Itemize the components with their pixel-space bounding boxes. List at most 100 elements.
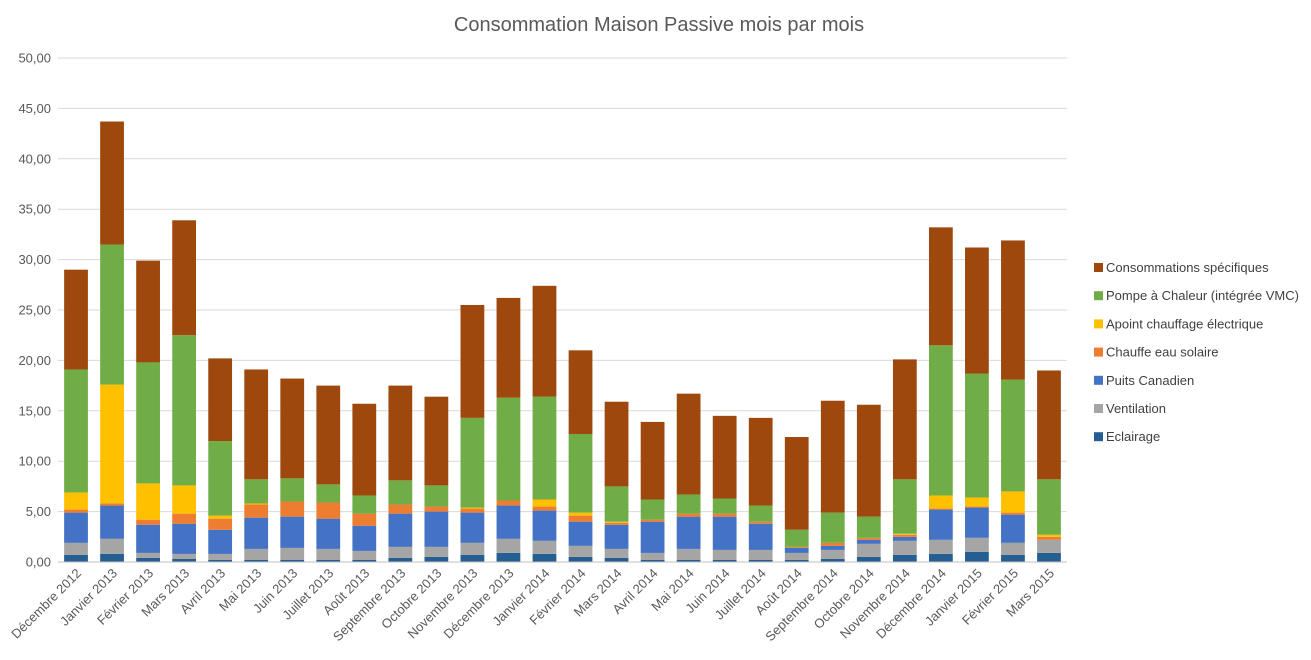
bar-segment — [424, 556, 449, 562]
bar-segment — [64, 492, 88, 510]
bar-segment — [244, 369, 269, 480]
bar-segment — [568, 512, 593, 516]
bar-stack — [712, 415, 737, 562]
bar-segment — [784, 529, 809, 547]
bar-segment — [1037, 539, 1061, 553]
bar-segment — [965, 506, 989, 508]
legend-swatch — [1094, 263, 1103, 272]
bar-segment — [460, 417, 485, 508]
bar-segment — [424, 396, 449, 486]
bar-segment — [640, 552, 665, 560]
bar-segment — [568, 433, 593, 513]
bar-segment — [1001, 240, 1025, 380]
legend-item: Chauffe eau solaire — [1094, 345, 1219, 360]
y-tick-label: 50,00 — [18, 51, 51, 66]
bar-segment — [604, 557, 629, 562]
bar-segment — [388, 504, 413, 514]
bar-segment — [784, 552, 809, 560]
bar-segment — [388, 480, 413, 505]
bar-segment — [712, 513, 737, 517]
bar-segment — [1001, 514, 1025, 543]
legend-label: Pompe à Chaleur (intégrée VMC) — [1106, 288, 1299, 303]
bar-segment — [244, 559, 269, 562]
bar-segment — [604, 524, 629, 549]
legend-label: Eclairage — [1106, 429, 1160, 444]
bar-segment — [892, 479, 917, 534]
y-tick-label: 35,00 — [18, 202, 51, 217]
bar-segment — [244, 517, 269, 549]
bar-segment — [856, 539, 881, 544]
legend-item: Puits Canadien — [1094, 373, 1194, 388]
bar-segment — [1001, 512, 1025, 515]
bar-segment — [1037, 534, 1061, 537]
legend-label: Ventilation — [1106, 401, 1166, 416]
bar-segment — [460, 507, 485, 509]
bar-segment — [172, 485, 197, 514]
bar-segment — [1001, 491, 1025, 513]
bar-stack — [136, 260, 160, 562]
bar-segment — [532, 499, 557, 507]
bar-segment — [676, 513, 701, 517]
bar-segment — [892, 540, 917, 555]
bar-segment — [892, 533, 917, 535]
bar-segment — [136, 483, 160, 520]
bar-segment — [280, 547, 305, 560]
bar-segment — [352, 550, 377, 560]
bar-segment — [1001, 379, 1025, 492]
y-axis-ticks: 0,00 5,00 10,00 15,00 20,00 25,00 30,00 35,00 40… — [18, 51, 51, 570]
bar-segment — [316, 502, 341, 519]
bar-stack — [1001, 240, 1025, 562]
bar-segment — [712, 559, 737, 562]
bar-segment — [568, 521, 593, 546]
bar-segment — [136, 552, 160, 558]
y-tick-label: 15,00 — [18, 403, 51, 418]
bar-segment — [136, 524, 160, 553]
bar-segment — [460, 508, 485, 513]
bar-segment — [532, 553, 557, 562]
bar-segment — [352, 559, 377, 562]
bar-segment — [460, 542, 485, 555]
bar-segment — [784, 546, 809, 548]
bar-segment — [496, 505, 521, 539]
bar-segment — [100, 384, 124, 504]
bar-stack — [532, 285, 557, 562]
bar-stack — [496, 297, 521, 562]
bar-segment — [604, 521, 629, 523]
bar-segment — [316, 484, 341, 503]
y-tick-label: 0,00 — [26, 555, 51, 570]
legend-label: Consommations spécifiques — [1106, 260, 1269, 275]
bar-segment — [388, 513, 413, 547]
bar-segment — [388, 557, 413, 562]
bar-segment — [172, 553, 197, 559]
legend-swatch — [1094, 432, 1103, 442]
bar-segment — [100, 538, 124, 554]
bar-segment — [820, 400, 845, 513]
bar-stack — [820, 400, 845, 562]
bar-stack — [64, 269, 88, 562]
bar-segment — [928, 509, 953, 540]
bar-segment — [244, 504, 269, 518]
bar-segment — [352, 403, 377, 496]
bar-segment — [784, 559, 809, 562]
bar-segment — [1001, 542, 1025, 555]
bar-segment — [928, 495, 953, 509]
bar-stack — [172, 220, 197, 562]
bar-stack — [856, 404, 881, 562]
bar-segment — [208, 518, 233, 530]
bar-segment — [965, 537, 989, 552]
bar-segment — [928, 345, 953, 496]
bar-segment — [928, 539, 953, 554]
bar-segment — [892, 536, 917, 541]
bar-segment — [640, 421, 665, 500]
bar-stack — [388, 385, 413, 562]
bar-segment — [965, 551, 989, 562]
y-tick-label: 10,00 — [18, 454, 51, 469]
y-tick-label: 30,00 — [18, 252, 51, 267]
bar-segment — [100, 505, 124, 539]
bar-segment — [820, 542, 845, 546]
bar-segment — [136, 519, 160, 525]
bar-stack — [352, 403, 377, 562]
bar-segment — [1037, 370, 1061, 480]
legend-label: Chauffe eau solaire — [1106, 345, 1219, 360]
